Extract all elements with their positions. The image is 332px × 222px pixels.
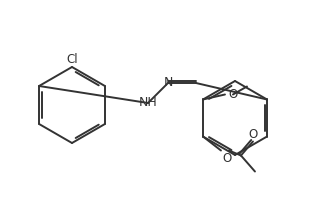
Text: O: O xyxy=(228,88,237,101)
Text: N: N xyxy=(163,75,173,89)
Text: O: O xyxy=(222,151,231,165)
Text: Cl: Cl xyxy=(66,53,78,66)
Text: NH: NH xyxy=(139,97,157,109)
Text: O: O xyxy=(248,129,258,141)
